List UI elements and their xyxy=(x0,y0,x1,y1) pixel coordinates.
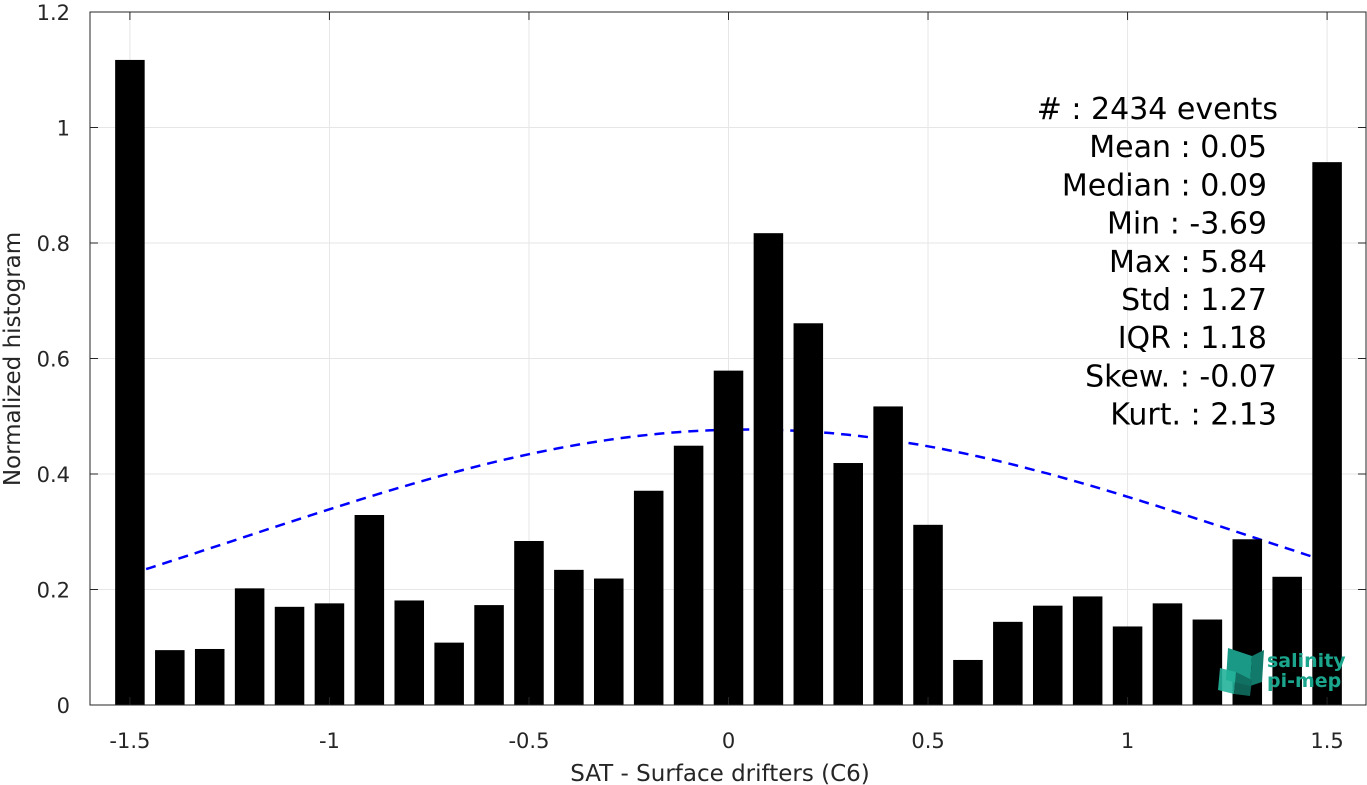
histogram-bars xyxy=(115,59,1342,706)
logo-text-pi-mep: pi-mep xyxy=(1267,670,1341,692)
y-tick-label: 0.4 xyxy=(37,463,70,487)
stat-line: Mean : 0.05 xyxy=(1089,130,1267,165)
x-axis-label: SAT - Surface drifters (C6) xyxy=(570,761,870,785)
histogram-bar xyxy=(913,524,943,705)
y-tick-label: 0.8 xyxy=(37,232,70,256)
histogram-bar xyxy=(474,605,504,705)
histogram-bar xyxy=(194,648,225,705)
histogram-bar xyxy=(155,650,185,705)
histogram-bar xyxy=(434,642,464,705)
stat-line: Kurt. : 2.13 xyxy=(1110,398,1277,433)
histogram-bar xyxy=(594,578,624,705)
stat-line: # : 2434 events xyxy=(1037,92,1278,127)
histogram-bar xyxy=(713,370,744,705)
histogram-bar xyxy=(394,600,425,705)
x-tick-label: -0.5 xyxy=(508,729,549,753)
x-tick-label: 0 xyxy=(722,729,735,753)
histogram-bar xyxy=(314,603,345,705)
cube-icon xyxy=(1218,648,1264,696)
y-tick-labels: 0 0.2 0.4 0.6 0.8 1 1.2 xyxy=(37,1,70,718)
x-tick-labels: -1.5 -1 -0.5 0 0.5 1 1.5 xyxy=(109,729,1343,753)
histogram-bar xyxy=(234,588,265,705)
x-tick-label: 1 xyxy=(1121,729,1134,753)
stat-line: Std : 1.27 xyxy=(1121,283,1267,318)
stat-line: Median : 0.09 xyxy=(1062,168,1267,203)
histogram-bar xyxy=(115,59,145,706)
histogram-bar xyxy=(833,463,863,705)
y-tick-label: 1 xyxy=(57,117,70,141)
x-tick-label: -1.5 xyxy=(109,729,150,753)
salinity-pi-mep-logo: salinity pi-mep xyxy=(1218,648,1346,696)
histogram-bar xyxy=(1272,576,1302,705)
tick-marks xyxy=(90,11,1366,706)
histogram-bar xyxy=(1312,162,1342,705)
stat-line: Max : 5.84 xyxy=(1109,245,1267,280)
histogram-bar xyxy=(993,621,1023,705)
histogram-bar xyxy=(1072,596,1103,705)
x-tick-label: -1 xyxy=(319,729,340,753)
histogram-bar xyxy=(554,569,584,705)
histogram-bar xyxy=(514,540,544,705)
logo-text-salinity: salinity xyxy=(1267,650,1346,672)
histogram-bar xyxy=(1032,605,1063,705)
histogram-bar xyxy=(873,406,903,705)
y-tick-label: 0.2 xyxy=(37,579,70,603)
histogram-bar xyxy=(354,515,385,705)
stat-line: IQR : 1.18 xyxy=(1118,321,1267,356)
histogram-bar xyxy=(953,659,983,705)
histogram-bar xyxy=(1112,626,1143,705)
stat-line: Min : -3.69 xyxy=(1107,207,1267,242)
histogram-bar xyxy=(793,323,824,705)
histogram-bar xyxy=(1192,619,1223,705)
histogram-bar xyxy=(1152,603,1183,705)
histogram-bar xyxy=(673,445,704,705)
histogram-bar xyxy=(633,490,664,705)
histogram-bar xyxy=(274,606,305,705)
y-tick-label: 0.6 xyxy=(37,348,70,372)
x-tick-label: 0.5 xyxy=(911,729,944,753)
stat-line: Skew. : -0.07 xyxy=(1085,359,1277,394)
y-axis-label: Normalized histogram xyxy=(0,232,26,486)
histogram-bar xyxy=(753,233,784,705)
y-tick-label: 0 xyxy=(57,694,70,718)
x-tick-label: 1.5 xyxy=(1310,729,1343,753)
y-tick-label: 1.2 xyxy=(37,1,70,25)
